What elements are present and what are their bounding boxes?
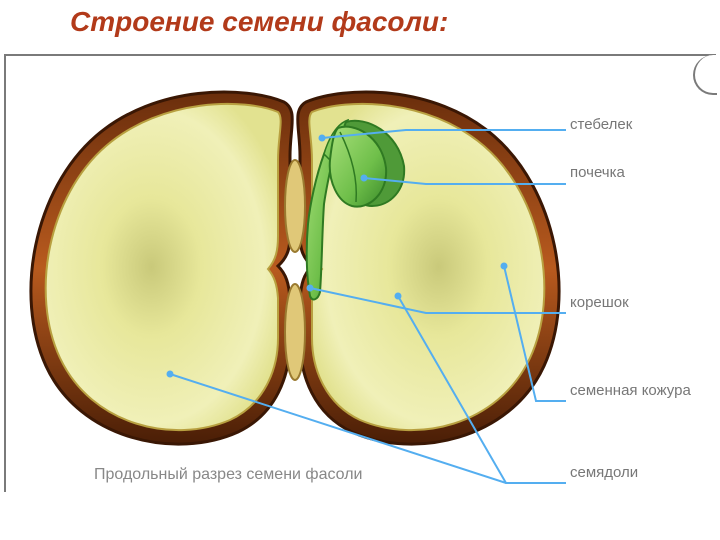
leader-dot-kozhura (501, 263, 508, 270)
hilum-bottom (285, 284, 305, 380)
label-kozhura: семенная кожура (570, 382, 691, 399)
page-title: Строение семени фасоли: (70, 6, 448, 38)
hilum-top (285, 160, 305, 252)
diagram-subtitle: Продольный разрез семени фасоли (94, 466, 362, 484)
label-stebelek: стебелек (570, 116, 632, 133)
label-semyadoli: семядоли (570, 464, 638, 481)
leader-dot-semyadoli_l (167, 371, 174, 378)
title-text: Строение семени фасоли: (70, 6, 448, 37)
leader-dot-semyadoli_r (395, 293, 402, 300)
leader-dot-stebelek (319, 135, 326, 142)
diagram-container: стебелек почечка корешок семенная кожура… (4, 54, 716, 492)
leader-dot-koreshok (307, 285, 314, 292)
label-pochechka: почечка (570, 164, 625, 181)
label-koreshok: корешок (570, 294, 629, 311)
leader-dot-pochechka (361, 175, 368, 182)
